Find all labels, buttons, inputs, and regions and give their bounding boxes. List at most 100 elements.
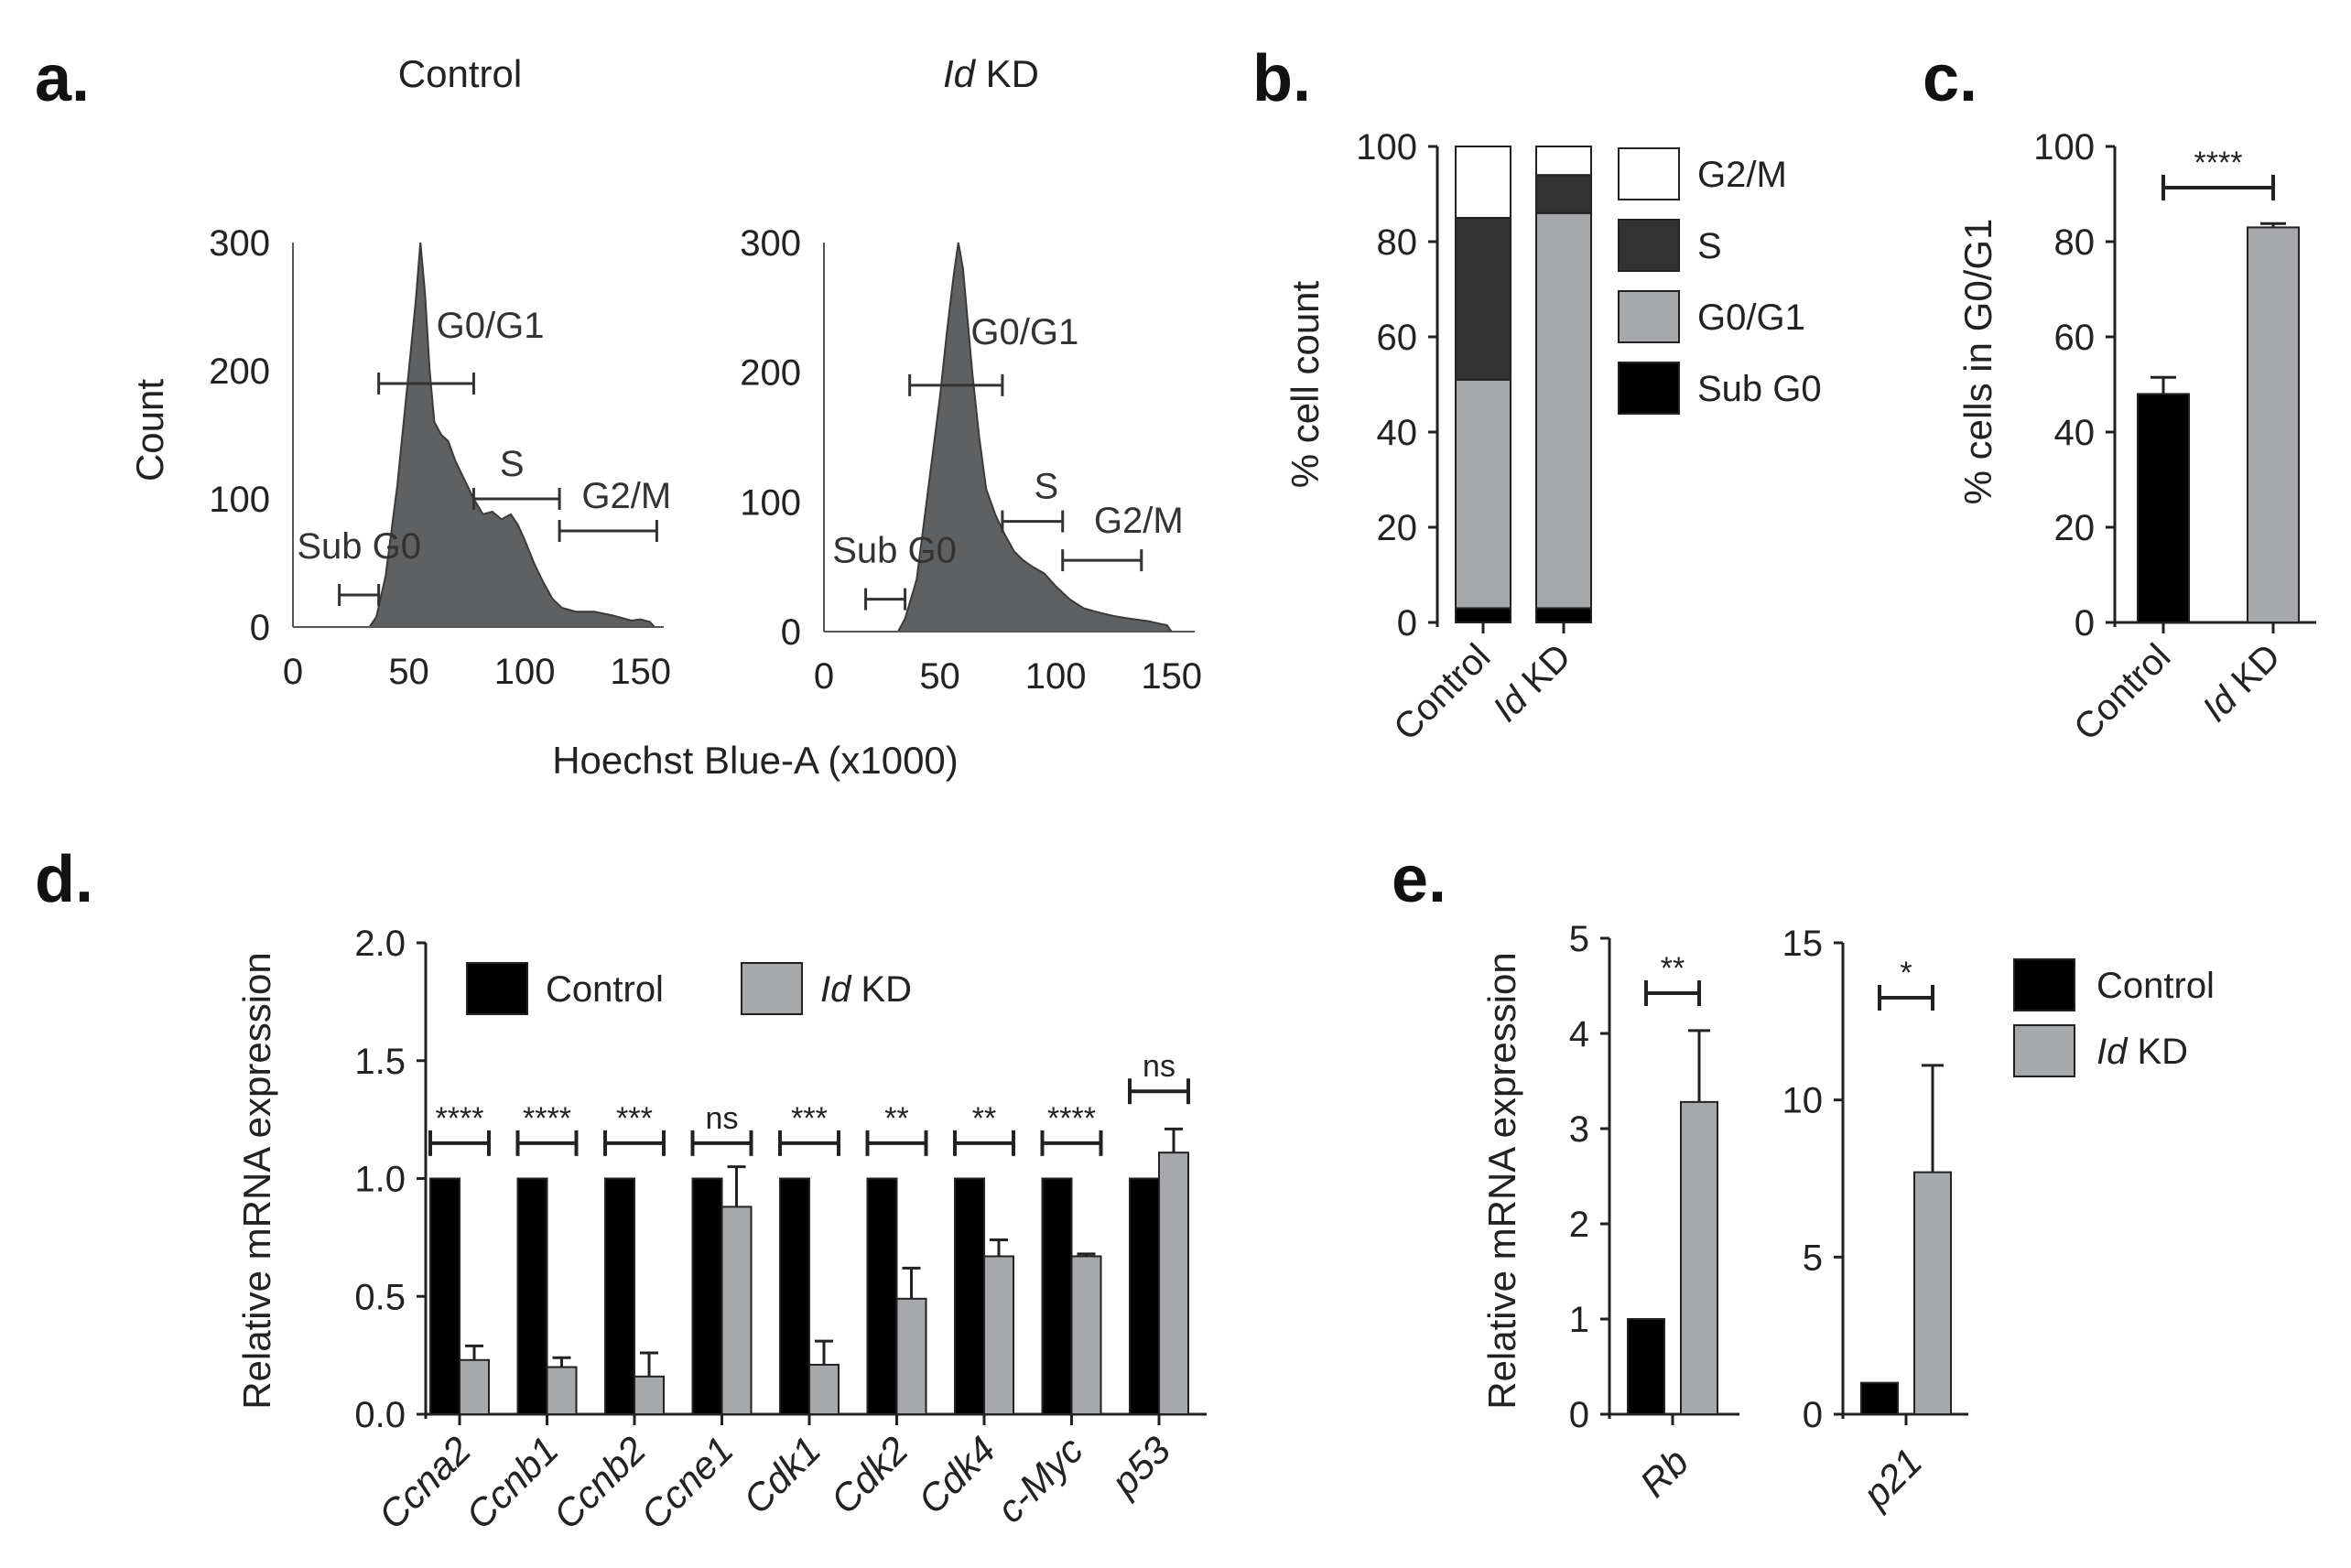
e-rb-x-tick-label: Rb [1631,1440,1696,1505]
b-bar-segment-s [1535,174,1592,214]
x-tick-label: 0 [283,652,303,692]
b-legend-swatch [1618,147,1680,200]
b-legend-swatch [1618,362,1680,415]
y-tick-label: 200 [740,353,801,394]
e-p21-y-tick-label: 10 [1782,1081,1824,1121]
b-legend-label: G0/G1 [1697,297,1805,338]
gate-label: Sub G0 [297,526,421,567]
d-y-tick-label: 0.0 [354,1395,406,1435]
e-rb-y-tick-label: 1 [1569,1300,1589,1340]
e-p21-x-tick-label: p21 [1853,1440,1930,1517]
d-y-tick-label: 1.5 [354,1042,406,1082]
b-x-tick-label: Id KD [1485,636,1578,730]
panel-c-letter: c. [1923,42,1977,115]
d-x-tick-label: Cdk2 [822,1428,916,1522]
b-y-tick-label: 80 [1377,222,1418,263]
e-p21-bar [1860,1381,1899,1415]
d-significance-label: ns [1143,1049,1176,1084]
x-tick-label: 50 [919,656,960,697]
d-bar-idkd [634,1375,665,1416]
histogram-area [367,242,657,628]
d-y-tick-label: 0.5 [354,1277,406,1317]
gate-label: G2/M [1094,501,1184,541]
d-bar-control [954,1177,985,1415]
e-p21-significance-label: * [1900,956,1912,990]
b-y-tick-label: 100 [1356,127,1417,168]
d-bar-control [429,1177,460,1415]
histogram-title: Control [398,52,522,95]
d-significance-label: ** [884,1101,908,1136]
x-tick-label: 150 [1141,656,1202,697]
e-rb-bar [1680,1100,1718,1415]
d-legend-swatch [741,962,803,1015]
b-bar-segment-subg0 [1455,607,1511,624]
e-p21-y-tick-label: 5 [1803,1238,1823,1278]
d-bar-idkd [1070,1255,1102,1415]
b-bar-segment-g2m [1535,146,1592,177]
panel-a-xlabel: Hoechst Blue-A (x1000) [552,739,959,782]
y-tick-label: 100 [209,480,270,520]
d-bar-idkd [459,1358,490,1416]
d-bar-idkd [808,1363,840,1416]
c-x-tick-label: Id KD [2194,636,2288,730]
b-x-tick-label: Control [1386,636,1498,748]
histogram-a_idkd: Id KD 0 100 200 300 0 50 100 150 Sub G0 G0/G1 S G2/M [740,52,1202,697]
c-y-tick-label: 20 [2054,508,2096,548]
c-x-tick-label: Control [2066,636,2178,748]
gate-label: S [500,444,525,484]
b-bar-segment-g0g1 [1455,378,1511,610]
e-legend-label: Control [2096,966,2215,1006]
c-y-tick-label: 100 [2033,127,2095,168]
b-legend-label: Sub G0 [1697,369,1822,409]
e-rb-y-tick-label: 0 [1569,1395,1589,1435]
b-y-tick-label: 60 [1377,318,1418,358]
d-significance-label: **** [436,1101,484,1136]
panel-a-letter: a. [35,42,90,115]
e-rb-significance-label: ** [1661,951,1685,986]
c-ylabel: % cells in G0/G1 [1956,219,1999,505]
panel-e-bars: 0 1 2 3 4 5 Relative mRNA expression Rb ** 0 5 10 15… [1480,919,2215,1517]
y-tick-label: 100 [740,482,801,523]
y-tick-label: 300 [209,223,270,264]
b-legend-label: G2/M [1697,155,1787,195]
e-legend-swatch [2013,958,2075,1011]
d-bar-control [1041,1177,1073,1415]
d-legend-label: Control [546,969,664,1010]
b-bar-segment-g0g1 [1535,211,1592,610]
b-y-tick-label: 20 [1377,508,1418,548]
y-tick-label: 200 [209,351,270,392]
e-rb-y-tick-label: 2 [1569,1205,1589,1245]
b-legend-swatch [1618,290,1680,343]
b-bar-segment-g2m [1455,146,1511,219]
c-y-tick-label: 40 [2054,413,2096,453]
d-y-tick-label: 2.0 [354,924,406,964]
d-bar-idkd [546,1366,578,1415]
e-rb-y-tick-label: 5 [1569,919,1589,959]
e-rb-y-tick-label: 4 [1569,1014,1589,1054]
histogram-title: Id KD [943,52,1039,95]
e-p21-y-tick-label: 15 [1782,924,1824,964]
d-x-tick-label: Cdk4 [910,1428,1004,1522]
d-bar-control [691,1177,723,1415]
c-y-tick-label: 0 [2075,603,2095,643]
e-rb-bar [1627,1318,1665,1415]
d-x-tick-label: p53 [1101,1428,1178,1505]
d-x-tick-label: c-Myc [988,1428,1090,1530]
x-tick-label: 100 [494,652,556,692]
b-y-tick-label: 0 [1397,603,1417,643]
d-bar-control [779,1177,810,1415]
y-tick-label: 300 [740,223,801,264]
e-legend-swatch [2013,1024,2075,1077]
d-significance-label: **** [1047,1101,1096,1136]
histogram-area [896,242,1174,633]
e-legend-label: Id KD [2096,1032,2188,1072]
c-y-tick-label: 80 [2054,222,2096,263]
c-bar [2137,393,2190,623]
d-bar-control [866,1177,898,1415]
d-x-tick-label: Ccnb2 [545,1428,654,1537]
d-y-tick-label: 1.0 [354,1160,406,1200]
d-x-tick-label: Ccnb1 [458,1428,567,1537]
d-significance-label: ns [706,1101,739,1136]
